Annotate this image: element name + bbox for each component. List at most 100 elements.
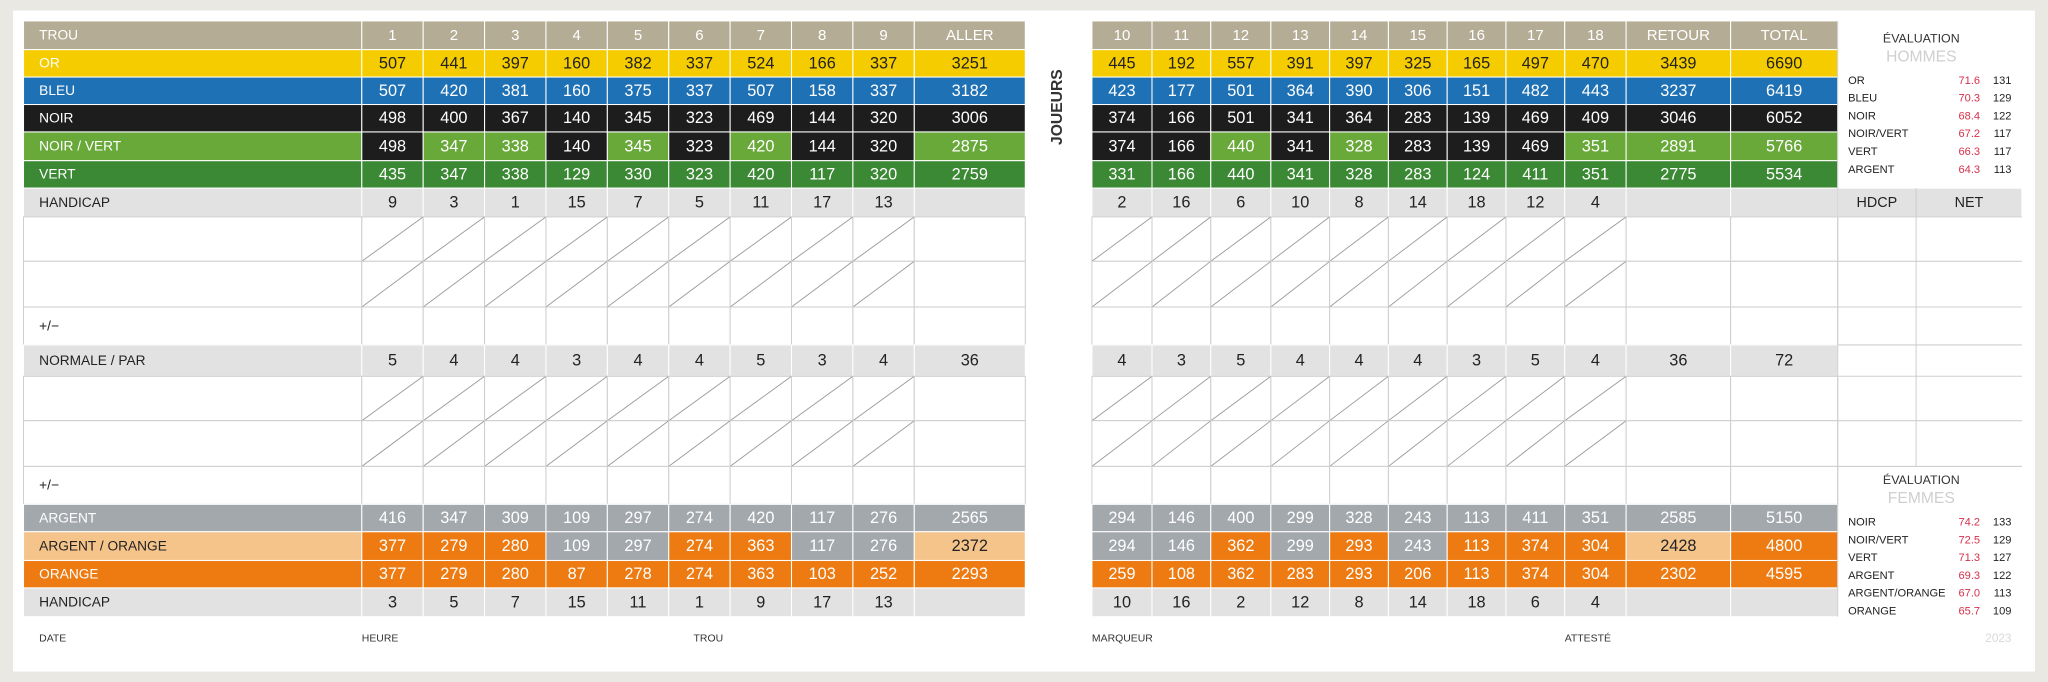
score-slash — [1329, 216, 1389, 262]
score-slash — [1388, 216, 1448, 262]
cell-value: 347 — [440, 165, 467, 183]
cell — [913, 503, 1026, 533]
column-header: TOTAL — [1761, 27, 1808, 44]
score-slash — [484, 216, 547, 262]
cell — [1270, 187, 1331, 218]
cell-value: 10 — [1291, 193, 1309, 211]
cell-value: 3 — [449, 193, 458, 211]
cell — [913, 465, 1026, 505]
cell-value: 274 — [686, 537, 713, 555]
score-slash — [729, 260, 792, 308]
cell — [361, 465, 424, 505]
rating-tee: ORANGE — [1848, 605, 1896, 617]
cell — [1730, 420, 1839, 467]
score-slash — [1446, 420, 1507, 467]
slope-rating: 117 — [1994, 146, 2012, 158]
score-slash — [1505, 375, 1566, 422]
cell-value: 420 — [747, 137, 774, 155]
score-slash — [1210, 375, 1272, 422]
cell — [361, 559, 424, 589]
score-slash — [1210, 420, 1272, 467]
cell — [545, 103, 608, 133]
cell-value: 4 — [1296, 352, 1305, 370]
cell — [1625, 131, 1732, 162]
score-slash — [1564, 216, 1627, 262]
cell-value: 160 — [563, 54, 590, 72]
score-slash — [1091, 420, 1153, 467]
cell — [729, 187, 793, 218]
column-header: 5 — [634, 27, 642, 44]
score-slash — [1329, 260, 1389, 308]
score-slash — [422, 260, 485, 308]
cell-value: 139 — [1463, 109, 1490, 127]
cell — [22, 260, 363, 308]
cell-value: 276 — [870, 509, 897, 527]
cell-value: 469 — [747, 109, 774, 127]
score-slash — [1151, 420, 1212, 467]
cell-value: 14 — [1409, 593, 1427, 611]
cell — [606, 20, 670, 51]
cell — [1151, 587, 1212, 618]
cell — [422, 49, 486, 78]
cell-value: 299 — [1287, 537, 1314, 555]
cell — [361, 306, 424, 346]
cell — [852, 103, 915, 133]
cell-value: 36 — [961, 352, 979, 370]
cell — [606, 306, 670, 346]
cell — [422, 465, 486, 505]
cell — [1270, 465, 1331, 505]
cell — [1446, 559, 1507, 589]
score-slash — [545, 216, 608, 262]
side-label: JOUEURS — [1049, 69, 1066, 145]
cell — [1730, 187, 1839, 218]
cell-value: 2875 — [952, 137, 988, 155]
footer-field: ATTESTÉ — [1565, 632, 1611, 645]
score-slash — [668, 375, 731, 422]
cell — [1210, 465, 1272, 505]
cell — [1505, 531, 1566, 562]
cell — [545, 306, 608, 346]
cell-value: 2428 — [1660, 537, 1696, 555]
cell-value: 129 — [563, 165, 590, 183]
rating-tee: NOIR/VERT — [1848, 128, 1908, 140]
cell-value: 400 — [1227, 509, 1254, 527]
rating-title: ÉVALUATION — [1883, 472, 1960, 487]
score-slash — [1505, 260, 1566, 308]
cell-value: 192 — [1168, 54, 1195, 72]
cell — [1446, 531, 1507, 562]
cell-value: 363 — [747, 537, 774, 555]
cell-value: 501 — [1227, 109, 1254, 127]
cell-value: 36 — [1669, 352, 1687, 370]
cell — [668, 503, 731, 533]
cell — [1329, 306, 1389, 346]
cell-value: 3439 — [1660, 54, 1696, 72]
cell-value: 5 — [1236, 352, 1245, 370]
cell — [668, 465, 731, 505]
cell-value: 391 — [1287, 54, 1314, 72]
cell-value: 259 — [1108, 565, 1135, 583]
cell — [22, 465, 363, 505]
score-slash — [852, 420, 915, 467]
cell — [1505, 76, 1566, 106]
slope-rating: 122 — [1993, 110, 2012, 122]
cell — [1505, 49, 1566, 78]
cell — [545, 20, 608, 51]
cell-value: 9 — [756, 593, 765, 611]
course-rating: 68.4 — [1958, 110, 1980, 122]
cell — [1091, 103, 1153, 133]
cell — [1387, 187, 1448, 218]
cell-value: 11 — [752, 193, 769, 211]
cell — [1387, 306, 1448, 346]
score-slash — [1270, 375, 1330, 422]
cell — [1329, 187, 1389, 218]
score-slash — [729, 216, 792, 262]
cell — [1505, 465, 1566, 505]
cell-value: 400 — [440, 109, 467, 127]
cell — [1625, 420, 1732, 467]
cell — [22, 103, 363, 133]
cell — [1625, 49, 1732, 78]
cell-value: 5766 — [1766, 137, 1802, 155]
cell-value: 337 — [686, 54, 713, 72]
cell-value: 362 — [1227, 565, 1254, 583]
cell-value: 113 — [1464, 537, 1490, 555]
